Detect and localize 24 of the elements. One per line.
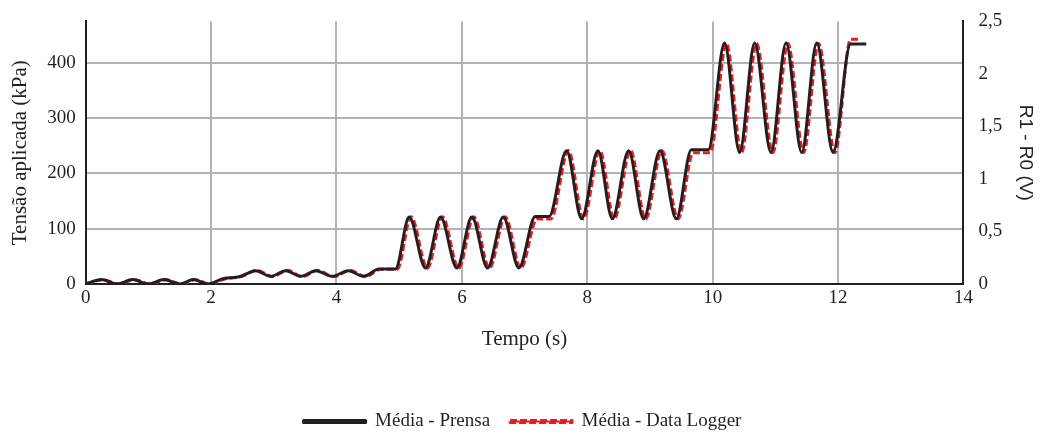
y2-tick-label: 1	[978, 166, 988, 188]
y-tick-label: 400	[47, 50, 76, 72]
legend-label: Média - Data Logger	[581, 409, 743, 431]
y2-tick-label: 2,5	[978, 9, 1003, 31]
y2-tick-label: 2	[978, 61, 988, 83]
y2-tick-label: 0	[978, 271, 988, 293]
x-tick-label: 14	[953, 286, 974, 308]
x-tick-label: 0	[80, 286, 91, 308]
x-tick-label: 2	[206, 286, 216, 308]
y-tick-label: 200	[47, 161, 76, 183]
x-tick-label: 12	[828, 286, 848, 308]
x-tick-label: 6	[457, 286, 467, 308]
x-axis-title: Tempo (s)	[481, 325, 568, 350]
y-tick-label: 0	[66, 271, 76, 293]
y-axis-title: Tensão aplicada (kPa)	[7, 60, 32, 246]
x-tick-label: 10	[703, 286, 723, 308]
y2-axis-title: R1 - R0 (V)	[1016, 104, 1038, 201]
x-tick-label: 8	[582, 286, 593, 308]
y2-tick-label: 0,5	[978, 219, 1003, 241]
y-tick-label: 100	[47, 216, 76, 238]
x-tick-label: 4	[331, 286, 342, 308]
legend-label: Média - Prensa	[375, 409, 491, 431]
y2-tick-label: 1,5	[978, 114, 1003, 136]
y-tick-label: 300	[47, 106, 76, 128]
